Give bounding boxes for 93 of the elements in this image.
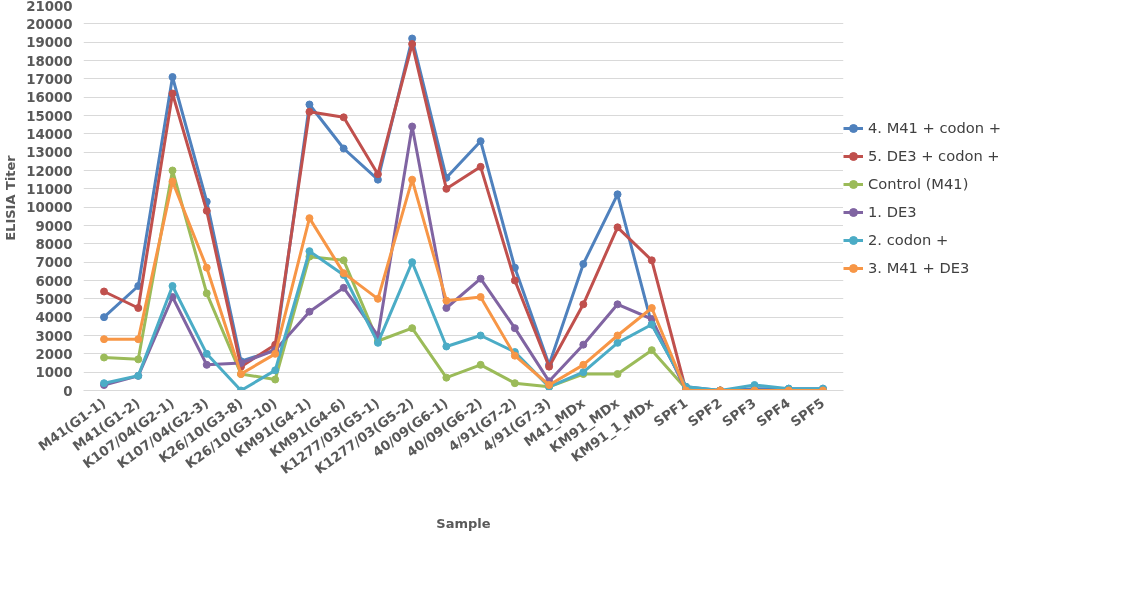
y-tick-label: 1000 <box>35 365 73 381</box>
point <box>339 113 348 122</box>
y-tick-label: 8000 <box>35 236 73 252</box>
y-tick-label: 21000 <box>26 0 73 14</box>
point <box>305 247 314 256</box>
point <box>202 206 211 215</box>
point <box>168 293 177 301</box>
legend-label: 5. DE3 + codon + <box>868 147 1000 164</box>
point <box>339 144 348 153</box>
point <box>134 355 143 364</box>
point <box>202 289 211 298</box>
y-tick-label: 10000 <box>26 200 73 216</box>
point <box>305 107 314 116</box>
point <box>100 313 109 322</box>
y-tick-label: 6000 <box>35 273 73 289</box>
point <box>510 324 519 333</box>
point <box>202 263 211 272</box>
y-tick-label: 2000 <box>35 346 73 362</box>
point <box>613 331 622 340</box>
point <box>476 360 485 369</box>
point <box>168 89 177 98</box>
point <box>442 296 451 305</box>
point <box>476 331 485 340</box>
point <box>339 256 348 265</box>
y-tick-label: 20000 <box>26 16 73 32</box>
legend-label: 1. DE3 <box>868 203 917 220</box>
y-tick-label: 5000 <box>35 291 73 307</box>
point <box>305 100 314 109</box>
y-tick-label: 0 <box>63 383 73 399</box>
point <box>510 351 519 360</box>
y-tick-label: 4000 <box>35 310 73 326</box>
point <box>134 304 143 312</box>
point <box>442 304 451 312</box>
y-tick-label: 7000 <box>35 255 73 271</box>
point <box>100 335 109 344</box>
point <box>613 338 622 347</box>
point <box>647 304 656 312</box>
y-tick-label: 11000 <box>26 181 73 197</box>
point <box>613 190 622 199</box>
y-tick-label: 16000 <box>26 90 73 106</box>
y-tick-label: 17000 <box>26 71 73 87</box>
point <box>408 324 417 333</box>
point <box>339 283 348 292</box>
point <box>271 366 280 375</box>
legend-label: Control (M41) <box>868 175 969 192</box>
point <box>408 40 417 48</box>
point <box>613 370 622 378</box>
point <box>202 360 211 369</box>
point <box>134 335 143 344</box>
point <box>305 214 314 223</box>
point <box>579 300 588 309</box>
point <box>476 274 485 283</box>
point <box>373 294 382 303</box>
point <box>168 166 177 175</box>
point <box>613 300 622 309</box>
point <box>442 342 451 351</box>
y-tick-label: 19000 <box>26 35 73 51</box>
y-tick-label: 9000 <box>35 218 73 234</box>
point <box>579 360 588 369</box>
point <box>202 349 211 358</box>
point <box>100 353 109 362</box>
y-tick-label: 15000 <box>26 108 73 124</box>
point <box>408 122 417 131</box>
point <box>408 175 417 184</box>
point <box>647 256 656 265</box>
y-tick-label: 12000 <box>26 163 73 179</box>
point <box>168 177 177 186</box>
legend-label: 2. codon + <box>868 231 949 248</box>
legend-label: 4. M41 + codon + <box>868 119 1002 136</box>
y-tick-label: 13000 <box>26 145 73 161</box>
point <box>476 137 485 146</box>
y-tick-label: 14000 <box>26 126 73 142</box>
point <box>168 282 177 290</box>
point <box>476 162 485 171</box>
point <box>613 223 622 232</box>
point <box>305 307 314 316</box>
point <box>510 379 519 388</box>
point <box>579 340 588 349</box>
point <box>647 346 656 355</box>
y-tick-label: 3000 <box>35 328 73 344</box>
point <box>442 184 451 193</box>
legend-label: 3. M41 + DE3 <box>868 259 970 276</box>
point <box>476 293 485 301</box>
point <box>373 170 382 179</box>
point <box>442 373 451 382</box>
point <box>100 287 109 296</box>
point <box>168 73 177 81</box>
point <box>271 375 280 384</box>
point <box>510 276 519 285</box>
point <box>579 260 588 268</box>
y-axis-title: ELISIA Titer <box>3 154 19 241</box>
x-axis-title: Sample <box>436 516 491 532</box>
y-tick-label: 18000 <box>26 53 73 69</box>
